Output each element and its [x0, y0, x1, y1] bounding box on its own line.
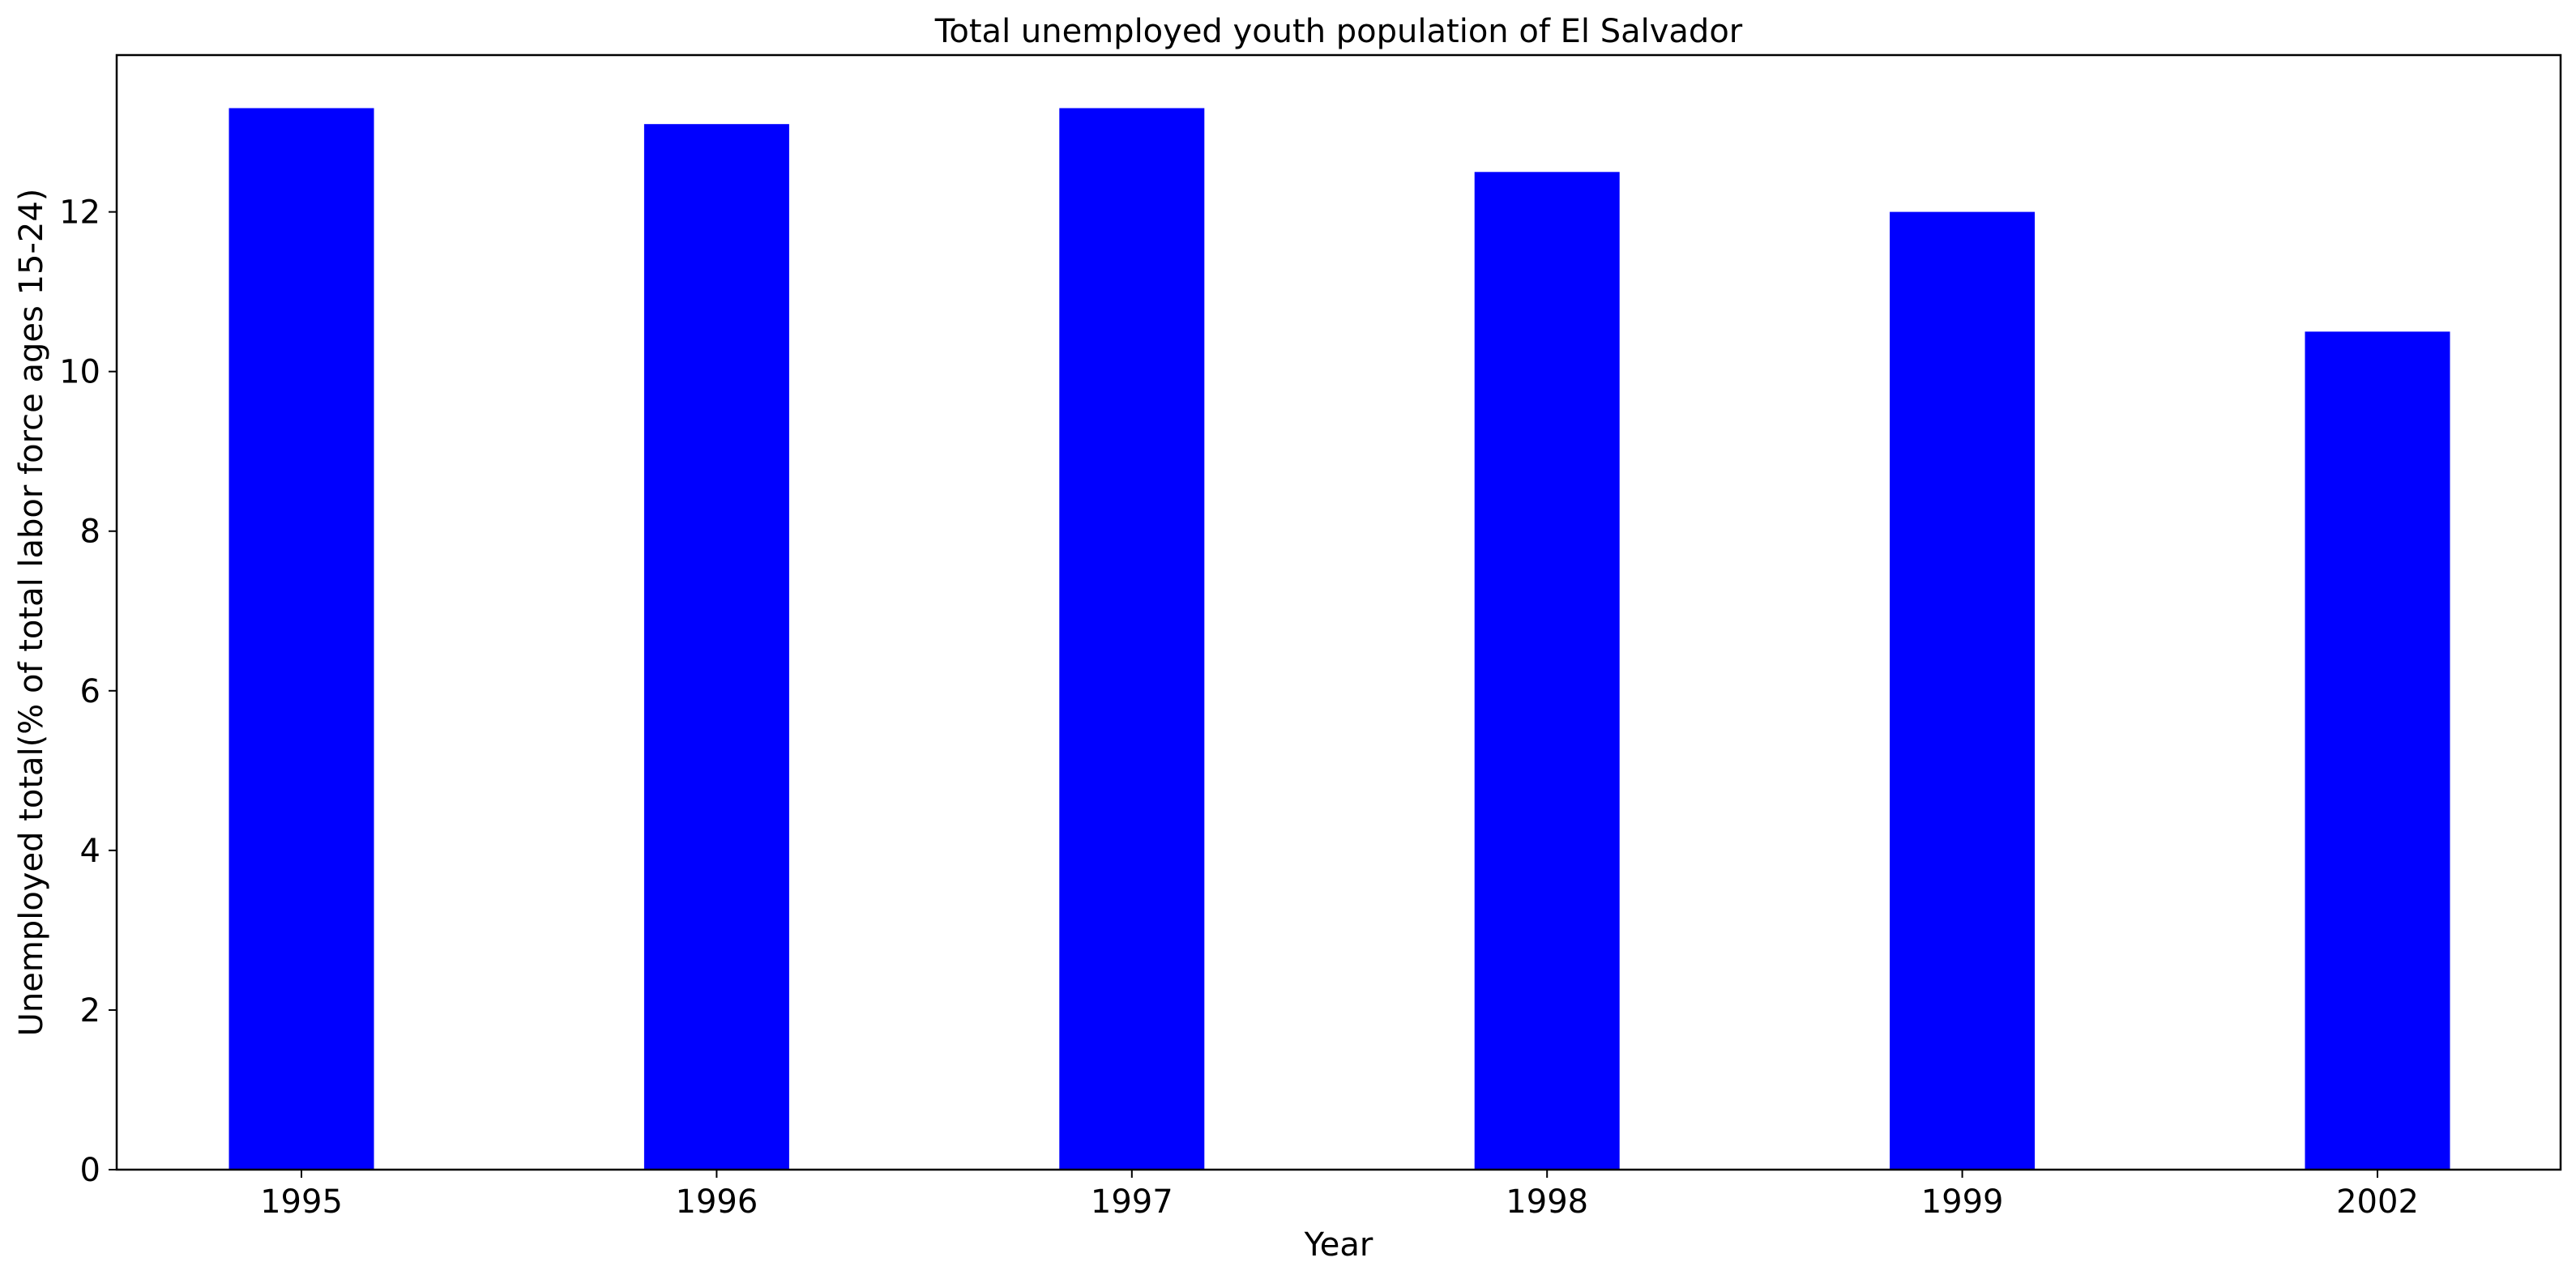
x-axis-ticks: 1995 1996 1997 1998 1999 2002 — [260, 1170, 2419, 1221]
y-tick-label: 10 — [59, 354, 100, 391]
y-axis-ticks: 0 2 4 6 8 10 12 — [59, 194, 117, 1189]
x-tick-label: 1997 — [1091, 1183, 1173, 1221]
x-tick-label: 1998 — [1506, 1183, 1588, 1221]
bar-1995 — [229, 108, 374, 1170]
y-tick-label: 2 — [80, 992, 100, 1030]
y-tick-label: 0 — [80, 1152, 100, 1189]
y-tick-label: 4 — [80, 833, 100, 870]
x-tick-label: 2002 — [2336, 1183, 2419, 1221]
bar-1996 — [643, 124, 789, 1170]
bar-1997 — [1059, 108, 1205, 1170]
y-tick-label: 12 — [59, 194, 100, 232]
x-axis-label: Year — [1304, 1226, 1373, 1264]
x-tick-label: 1999 — [1921, 1183, 2004, 1221]
x-tick-label: 1996 — [676, 1183, 758, 1221]
y-tick-label: 8 — [80, 514, 100, 551]
y-tick-label: 6 — [80, 673, 100, 710]
y-axis-label: Unemployed total(% of total labor force … — [13, 189, 50, 1037]
bar-1998 — [1474, 172, 1620, 1170]
bar-1999 — [1890, 211, 2036, 1170]
chart-title: Total unemployed youth population of El … — [934, 13, 1743, 50]
bars-group — [229, 108, 2450, 1170]
plot-frame — [115, 53, 2562, 1171]
bar-2002 — [2305, 331, 2450, 1170]
x-tick-label: 1995 — [260, 1183, 343, 1221]
